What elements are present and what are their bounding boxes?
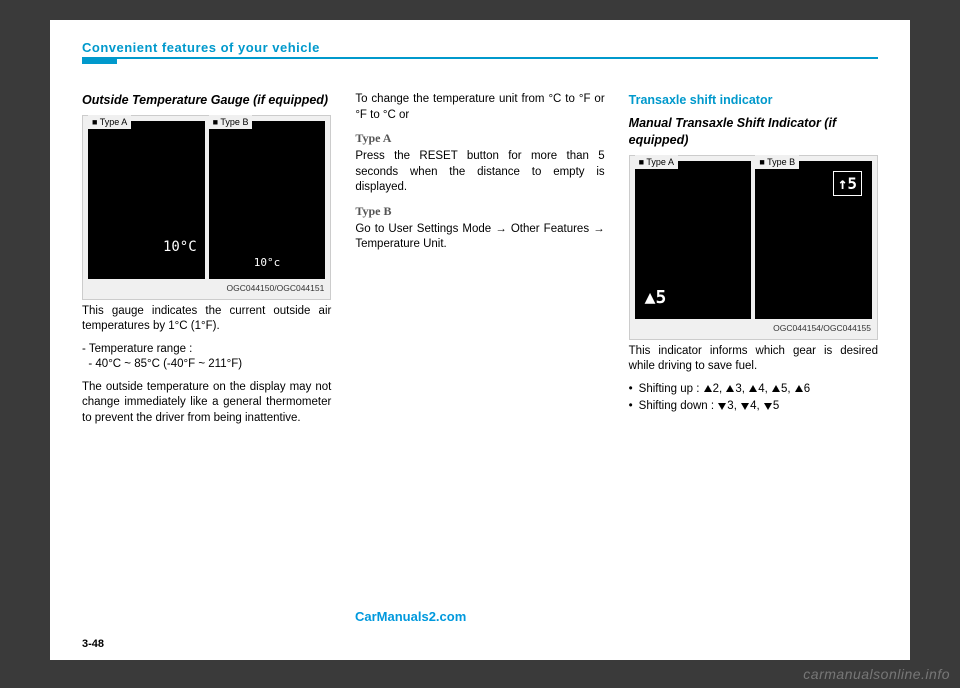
arrow-icon: → — [593, 223, 605, 235]
shift-list: Shifting up : 2, 3, 4, 5, 6 Shifting dow… — [629, 382, 878, 415]
display-panel-b: 10°c — [209, 121, 326, 279]
arrow-icon: → — [495, 223, 507, 235]
text-segment: Other Features — [507, 223, 593, 235]
triangle-up-icon — [749, 385, 757, 392]
triangle-up-icon — [726, 385, 734, 392]
manual-transaxle-heading: Manual Transaxle Shift Indicator (if equ… — [629, 115, 878, 149]
shift-up-label: Shifting up : — [639, 383, 703, 395]
triangle-down-icon — [718, 403, 726, 410]
triangle-up-icon — [704, 385, 712, 392]
shift-down-label: Shifting down : — [639, 400, 718, 412]
content-columns: Outside Temperature Gauge (if equipped) … — [82, 92, 878, 433]
shift-up-item: Shifting up : 2, 3, 4, 5, 6 — [629, 382, 878, 398]
type-a-instruction: Press the RESET button for more than 5 s… — [355, 149, 604, 196]
temp-range-value: - 40°C ~ 85°C (-40°F ~ 211°F) — [88, 358, 242, 370]
header-rule — [82, 57, 878, 59]
temp-note: The outside temperature on the dis­play … — [82, 380, 331, 427]
gear-readout-a: ▲5 — [645, 286, 667, 310]
watermark-carmanuals2: CarManuals2.com — [355, 609, 466, 624]
text-segment: Go to User Settings Mode — [355, 223, 495, 235]
temp-readout-b: 10°c — [254, 256, 281, 271]
type-b-instruction: Go to User Settings Mode → Other Feature… — [355, 222, 604, 253]
gear-readout-b: ↑5 — [833, 171, 862, 197]
temp-description: This gauge indicates the current out­sid… — [82, 304, 331, 335]
shift-description: This indicator informs which gear is des… — [629, 344, 878, 375]
shift-down-item: Shifting down : 3, 4, 5 — [629, 399, 878, 415]
temp-gauge-heading: Outside Temperature Gauge (if equipped) — [82, 92, 331, 109]
figure-label-type-a: ■ Type A — [635, 155, 678, 169]
temp-range-label: - Temperature range : — [82, 343, 192, 355]
triangle-up-icon — [772, 385, 780, 392]
figure-label-type-a: ■ Type A — [88, 115, 131, 129]
triangle-up-icon — [795, 385, 803, 392]
type-a-label: Type A — [355, 130, 604, 146]
manual-page: Convenient features of your vehicle Outs… — [50, 20, 910, 660]
display-panel-a: 10°C — [88, 121, 205, 279]
type-b-label: Type B — [355, 203, 604, 219]
unit-change-intro: To change the temperature unit from °C t… — [355, 92, 604, 123]
figure-label-type-b: ■ Type B — [755, 155, 799, 169]
shift-indicator-figure: ■ Type A ■ Type B ▲5 ↑5 OGC044154/OGC044… — [629, 155, 878, 340]
column-1: Outside Temperature Gauge (if equipped) … — [82, 92, 331, 433]
chapter-title: Convenient features of your vehicle — [82, 40, 878, 55]
temp-range: - Temperature range : - 40°C ~ 85°C (-40… — [82, 342, 331, 373]
display-panel-a: ▲5 — [635, 161, 752, 319]
temp-gauge-figure: ■ Type A ■ Type B 10°C 10°c OGC044150/OG… — [82, 115, 331, 300]
figure-code: OGC044150/OGC044151 — [227, 283, 325, 294]
figure-label-type-b: ■ Type B — [209, 115, 253, 129]
header-rule-accent — [82, 57, 117, 64]
transaxle-heading: Transaxle shift indicator — [629, 92, 878, 109]
figure-code: OGC044154/OGC044155 — [773, 323, 871, 334]
triangle-down-icon — [741, 403, 749, 410]
temp-readout-a: 10°C — [163, 238, 197, 257]
watermark-carmanualsonline: carmanualsonline.info — [803, 666, 950, 682]
triangle-down-icon — [764, 403, 772, 410]
text-segment: Temperature Unit. — [355, 238, 446, 250]
display-panel-b: ↑5 — [755, 161, 872, 319]
page-number: 3-48 — [82, 638, 104, 650]
column-3: Transaxle shift indicator Manual Transax… — [629, 92, 878, 433]
column-2: To change the temperature unit from °C t… — [355, 92, 604, 433]
